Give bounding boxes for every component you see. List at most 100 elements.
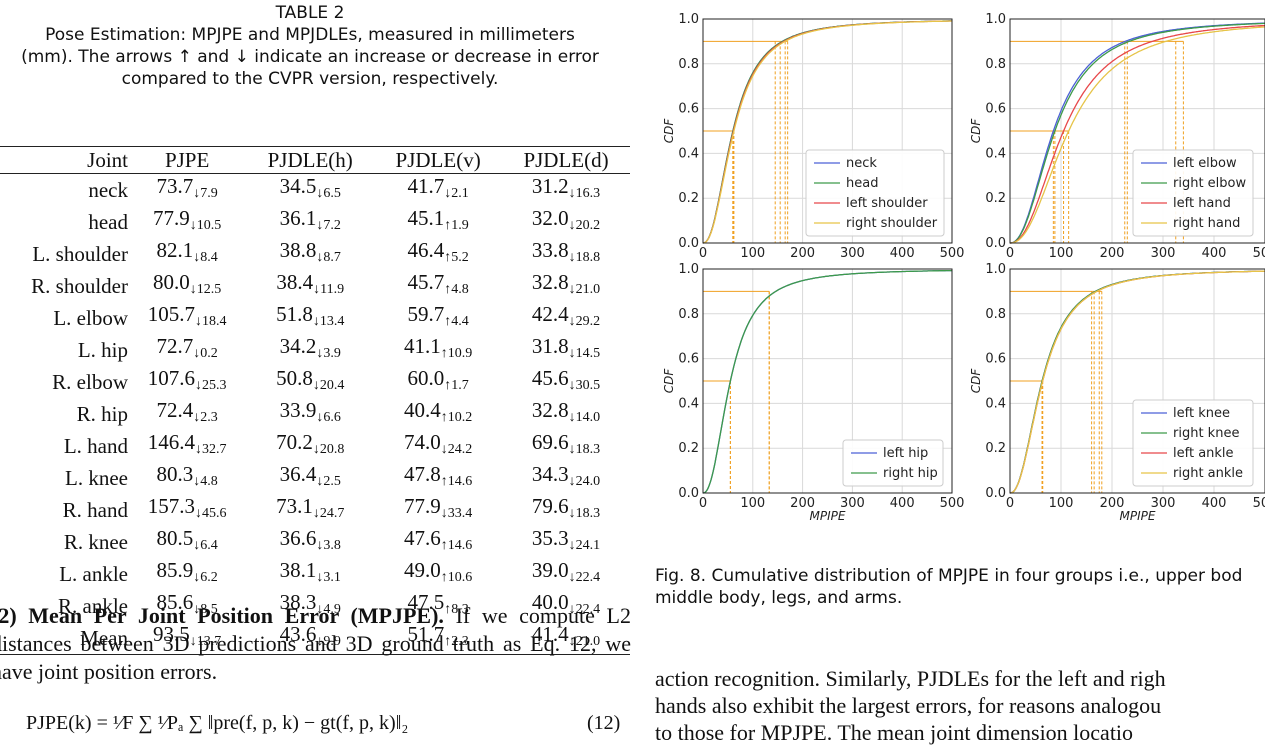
cell-delta: ↓20.8	[312, 442, 345, 457]
legend-label: right elbow	[1173, 176, 1246, 191]
y-tick-label: 0.2	[985, 441, 1006, 456]
cell-value: 146.4	[147, 430, 195, 454]
x-tick-label: 400	[890, 496, 915, 511]
cdf-figure: 0 100 200 300 400 500 0.0 0.2 0.4 0.6 0.8 1.0 CDF nec…	[662, 12, 1265, 520]
y-tick-label: 0.8	[678, 307, 699, 322]
x-tick-label: 500	[1253, 246, 1265, 261]
joint-name: L. shoulder	[32, 241, 128, 266]
joint-name: L. ankle	[59, 561, 128, 586]
table-caption: TABLE 2 Pose Estimation: MPJPE and MPJDL…	[0, 2, 620, 90]
legend-box	[842, 439, 944, 487]
y-tick-label: 1.0	[985, 262, 1006, 277]
table-cell: 40.4↑10.2	[374, 398, 502, 430]
y-tick-label: 0.8	[678, 57, 699, 72]
x-tick-label: 300	[1151, 496, 1176, 511]
cell-value: 74.0	[404, 430, 441, 454]
equation-rest: ¹⁄F ∑ ¹⁄Pₐ ∑ ‖pre(f, p, k) − gt(f, p, k)…	[112, 712, 409, 734]
cell-delta: ↓24.7	[312, 506, 345, 521]
table-cell: 39.0↓22.4	[502, 558, 630, 590]
table-row: L. hip 72.7↓0.2 34.2↓3.9 41.1↑10.9 31.8↓14.5	[0, 334, 630, 366]
cell-value: 85.9	[156, 558, 194, 582]
table-caption-line: Pose Estimation: MPJPE and MPJDLEs, meas…	[45, 25, 575, 45]
column-header: PJDLE(d)	[523, 148, 609, 172]
y-axis-label: CDF	[969, 368, 983, 394]
cell-delta: ↑1.9	[444, 218, 469, 233]
table-row: head 77.9↓10.5 36.1↓7.2 45.1↑1.9 32.0↓20.2	[0, 206, 630, 238]
cell-value: 72.7	[156, 334, 194, 358]
cell-delta: ↓16.3	[568, 186, 601, 201]
joint-name: R. ankle	[58, 593, 128, 618]
table-cell: 49.0↑10.6	[374, 558, 502, 590]
legend-label: right ankle	[1173, 466, 1243, 481]
table-cell: 40.0↓22.4	[502, 590, 630, 622]
legend-label: right shoulder	[846, 216, 938, 231]
cell-delta: ↓33.4	[440, 506, 473, 521]
cell-delta: ↓18.8	[568, 250, 601, 265]
cell-value: 31.8	[531, 334, 569, 358]
table-cell: 34.2↓3.9	[246, 334, 374, 366]
cell-value: 50.8	[276, 366, 313, 390]
cell-delta: ↓22.4	[568, 570, 601, 585]
x-tick-label: 200	[1100, 246, 1125, 261]
cell-value: 35.3	[531, 526, 569, 550]
y-axis-label: CDF	[969, 118, 983, 144]
cell-value: 72.4	[156, 398, 194, 422]
table-row: L. shoulder 82.1↓8.4 38.8↓8.7 46.4↑5.2 33.8↓…	[0, 238, 630, 270]
legend-label: right hand	[1173, 216, 1240, 231]
table-cell: 41.4↓21.0	[502, 622, 630, 655]
x-axis-label: MPJPE	[1120, 509, 1156, 520]
table-cell: 38.3↓4.9	[246, 590, 374, 622]
cell-value: 32.8	[531, 398, 569, 422]
cell-delta: ↓4.8	[193, 474, 218, 489]
cell-delta: ↓22.4	[568, 602, 601, 617]
table-cell: 79.6↓18.3	[502, 494, 630, 526]
table-cell: 73.7↓7.9	[128, 174, 246, 207]
legend-label: left ankle	[1173, 446, 1234, 461]
joint-name: R. elbow	[52, 369, 128, 394]
cell-delta: ↓3.9	[316, 346, 341, 361]
table-caption-line: compared to the CVPR version, respective…	[121, 69, 499, 89]
cell-delta: ↓20.4	[312, 378, 345, 393]
legend-label: right hip	[883, 466, 938, 481]
table-cell: 80.3↓4.8	[128, 462, 246, 494]
column-header: PJDLE(h)	[267, 148, 353, 172]
x-tick-label: 400	[1202, 246, 1227, 261]
cdf-panel-1: 0 100 200 300 400 500 0.0 0.2 0.4 0.6 0.8 1.0 CDF nec…	[662, 12, 964, 261]
table-cell: 33.8↓18.8	[502, 238, 630, 270]
x-tick-label: 300	[1151, 246, 1176, 261]
cell-delta: ↓6.2	[193, 570, 218, 585]
table-cell: 70.2↓20.8	[246, 430, 374, 462]
cell-delta: ↑8.3	[444, 602, 469, 617]
table-cell: 36.1↓7.2	[246, 206, 374, 238]
x-tick-label: 100	[740, 246, 765, 261]
cell-value: 45.1	[407, 206, 445, 230]
cell-value: 32.8	[531, 270, 569, 294]
joint-name: L. hip	[77, 337, 128, 362]
figure-caption: Fig. 8. Cumulative distribution of MPJPE…	[655, 565, 1242, 609]
table-cell: 93.5↓13.7	[128, 622, 246, 655]
joint-name: Mean	[80, 625, 128, 650]
series-line-right-ankle	[1009, 270, 1265, 494]
x-tick-label: 400	[1202, 496, 1227, 511]
y-tick-label: 0.6	[985, 102, 1006, 117]
legend-label: left hand	[1173, 196, 1231, 211]
table-cell: 80.5↓6.4	[128, 526, 246, 558]
legend-label: left hip	[883, 446, 928, 461]
cell-value: 36.6	[279, 526, 317, 550]
table-row: R. hand 157.3↓45.6 73.1↓24.7 77.9↓33.4 79.6↓…	[0, 494, 630, 526]
cell-value: 34.3	[531, 462, 569, 486]
y-axis-label: CDF	[662, 118, 676, 144]
cdf-panel-4: 0 100 200 300 400 500 0.0 0.2 0.4 0.6 0.8 1.0 CDF MPJ…	[969, 262, 1265, 520]
cdf-panel-2: 0 100 200 300 400 500 0.0 0.2 0.4 0.6 0.8 1.0 CDF lef…	[969, 12, 1265, 261]
cell-value: 73.1	[276, 494, 313, 518]
table-row: R. hip 72.4↓2.3 33.9↓6.6 40.4↑10.2 32.8↓14.0	[0, 398, 630, 430]
legend-label: neck	[846, 156, 877, 171]
cell-value: 40.4	[404, 398, 441, 422]
x-tick-label: 500	[1253, 496, 1265, 511]
legend-box	[1132, 399, 1254, 487]
equation-number: (12)	[587, 712, 621, 734]
cell-value: 93.5	[153, 622, 190, 646]
table-cell: 73.1↓24.7	[246, 494, 374, 526]
table-body: neck 73.7↓7.9 34.5↓6.5 41.7↓2.1 31.2↓16.3 hea…	[0, 174, 630, 655]
table-cell: 47.5↑8.3	[374, 590, 502, 622]
